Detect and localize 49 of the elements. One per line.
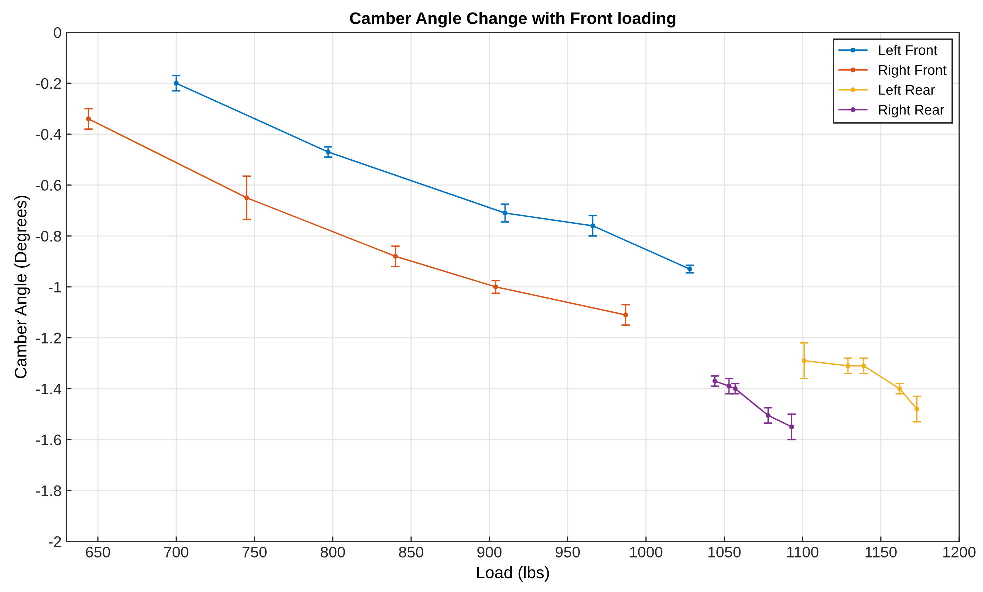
x-tick-label: 650: [86, 546, 110, 558]
y-tick-label: -1: [49, 282, 62, 293]
y-tick-label: -1.8: [36, 486, 62, 496]
chart-title: Camber Angle Change with Front loading: [350, 12, 676, 28]
y-tick-label: -0.2: [36, 78, 62, 90]
y-tick-label: 0: [54, 27, 62, 38]
point: [766, 413, 771, 418]
legend-label: Left Rear: [879, 84, 936, 96]
x-axis-title: Load (lbs): [477, 566, 550, 582]
point: [789, 424, 794, 430]
x-tick-label: 1150: [866, 546, 897, 558]
point: [502, 210, 508, 216]
point: [846, 364, 851, 368]
legend-label: Left Front: [879, 45, 938, 56]
y-tick-label: -2: [49, 536, 62, 548]
point: [174, 81, 179, 86]
x-tick-label: 800: [320, 546, 346, 558]
x-tick-label: 1050: [708, 546, 741, 558]
x-tick-label: 850: [399, 546, 424, 558]
x-tick-label: 950: [556, 546, 580, 558]
x-tick-label: 1200: [944, 546, 976, 558]
point: [712, 378, 718, 384]
y-tick-label: -0.6: [36, 180, 62, 191]
point: [86, 116, 92, 122]
legend-label: Right Front: [879, 64, 947, 78]
legend-label: Right Rear: [879, 104, 944, 118]
point: [393, 254, 398, 260]
point: [914, 406, 920, 412]
y-tick-label: -1.6: [36, 434, 62, 446]
point: [802, 358, 807, 364]
y-tick-label: -1.4: [36, 384, 62, 394]
point: [733, 386, 738, 392]
x-tick-label: 1100: [788, 546, 819, 558]
point: [861, 364, 866, 368]
point: [493, 284, 498, 290]
x-tick-label: 750: [242, 546, 267, 558]
y-tick-label: -1.2: [36, 332, 62, 344]
y-tick-label: -0.4: [36, 129, 62, 140]
y-tick-label: -0.8: [36, 231, 62, 242]
point: [244, 196, 250, 200]
point: [897, 386, 902, 392]
point: [590, 224, 596, 228]
y-axis-title: Camber Angle (Degrees): [14, 196, 30, 378]
x-tick-label: 1000: [630, 546, 663, 558]
point: [326, 150, 331, 155]
point: [726, 384, 732, 389]
x-tick-label: 900: [478, 546, 502, 558]
x-tick-label: 700: [164, 546, 189, 558]
point: [623, 312, 628, 318]
